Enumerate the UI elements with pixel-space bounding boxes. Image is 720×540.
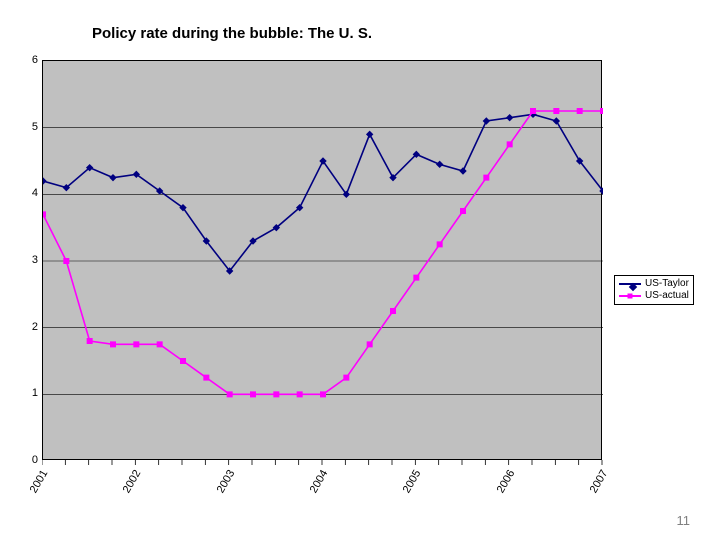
series-marker <box>181 359 186 364</box>
series-marker <box>344 375 349 380</box>
series-marker <box>531 109 536 114</box>
series-marker <box>554 109 559 114</box>
y-tick-label: 2 <box>24 321 38 333</box>
series-line-US-actual <box>43 111 603 394</box>
x-tick-label: 2002 <box>121 468 144 495</box>
series-marker <box>251 392 256 397</box>
series-marker <box>157 342 162 347</box>
series-marker <box>64 259 69 264</box>
y-tick-label: 1 <box>24 387 38 399</box>
series-marker <box>111 342 116 347</box>
series-marker <box>460 168 466 174</box>
series-marker <box>577 109 582 114</box>
series-marker <box>391 309 396 314</box>
page-number: 11 <box>677 513 691 528</box>
y-tick-label: 4 <box>24 187 38 199</box>
series-marker <box>367 131 373 137</box>
series-marker <box>414 275 419 280</box>
series-marker <box>367 342 372 347</box>
series-marker <box>483 118 489 124</box>
legend-item: US-actual <box>619 290 689 302</box>
series-marker <box>110 175 116 181</box>
series-marker <box>274 392 279 397</box>
y-tick-label: 6 <box>24 54 38 66</box>
series-marker <box>484 175 489 180</box>
x-tick-label: 2001 <box>28 468 51 495</box>
legend-swatch <box>619 279 641 289</box>
legend-label: US-Taylor <box>645 278 689 290</box>
series-marker <box>87 339 92 344</box>
y-tick-label: 0 <box>24 454 38 466</box>
series-marker <box>321 392 326 397</box>
x-tick-label: 2004 <box>308 468 331 495</box>
x-tick-label: 2007 <box>588 468 611 495</box>
chart-title: Policy rate during the bubble: The U. S. <box>92 25 372 42</box>
series-marker <box>227 392 232 397</box>
series-marker <box>204 375 209 380</box>
series-marker <box>43 178 46 184</box>
series-marker <box>601 109 604 114</box>
x-tick-label: 2005 <box>401 468 424 495</box>
y-tick-label: 3 <box>24 254 38 266</box>
chart-svg <box>43 61 603 461</box>
x-ticks <box>42 460 604 470</box>
series-marker <box>437 161 443 167</box>
legend: US-TaylorUS-actual <box>614 275 694 305</box>
y-tick-label: 5 <box>24 121 38 133</box>
series-marker <box>461 209 466 214</box>
x-tick-label: 2003 <box>214 468 237 495</box>
series-marker <box>43 212 46 217</box>
legend-item: US-Taylor <box>619 278 689 290</box>
x-tick-label: 2006 <box>494 468 517 495</box>
series-line-US-Taylor <box>43 114 603 271</box>
series-marker <box>437 242 442 247</box>
series-marker <box>507 142 512 147</box>
plot-area <box>42 60 602 460</box>
series-marker <box>507 115 513 121</box>
legend-label: US-actual <box>645 290 689 302</box>
series-marker <box>297 392 302 397</box>
series-marker <box>134 342 139 347</box>
legend-swatch <box>619 291 641 301</box>
